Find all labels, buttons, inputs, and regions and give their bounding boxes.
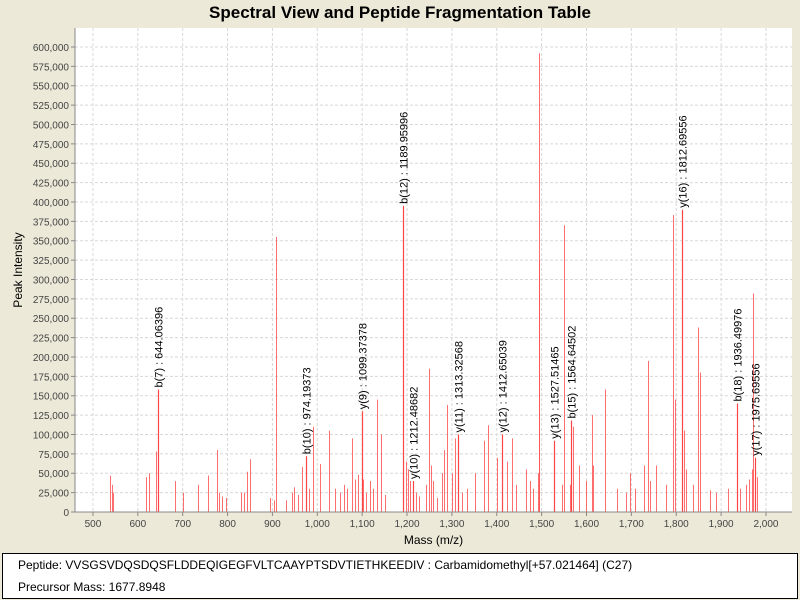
fragment-label: y(9) : 1099.37378 [358,323,370,409]
y-tick-label: 25,000 [38,489,69,500]
fragment-label: y(16) : 1812.69556 [678,115,690,207]
x-tick-label: 1,000 [305,519,330,530]
y-tick-label: 475,000 [33,140,70,151]
fragment-label: y(12) : 1412.65039 [498,340,510,432]
x-tick-label: 2,000 [753,519,778,530]
y-tick-label: 450,000 [33,159,70,170]
x-tick-label: 900 [264,519,281,530]
y-tick-label: 550,000 [33,82,70,93]
y-tick-label: 225,000 [33,334,70,345]
x-axis-label: Mass (m/z) [404,533,463,547]
y-tick-label: 400,000 [33,198,70,209]
x-tick-label: 800 [219,519,236,530]
y-axis-label: Peak Intensity [11,232,25,307]
y-tick-label: 75,000 [38,450,69,461]
y-tick-label: 150,000 [33,392,70,403]
x-tick-label: 1,700 [619,519,644,530]
fragment-label: y(10) : 1212.48682 [409,387,421,479]
x-tick-label: 1,300 [439,519,464,530]
y-tick-label: 125,000 [33,411,70,422]
x-tick-label: 1,400 [484,519,509,530]
chart-title: Spectral View and Peptide Fragmentation … [209,3,591,22]
fragment-label: y(13) : 1527.51465 [550,346,562,438]
precursor-mass: Precursor Mass: 1677.8948 [18,580,166,594]
fragment-label: b(10) : 974.19373 [302,367,314,454]
spectrum-chart: 500 600 700 800 900 1,000 1,100 1,200 1,300 1,400… [11,28,792,547]
fragment-label: b(7) : 644.06396 [154,307,166,388]
y-tick-label: 100,000 [33,430,70,441]
x-tick-label: 1,600 [574,519,599,530]
y-tick-label: 600,000 [33,43,70,54]
y-tick-label: 375,000 [33,217,70,228]
fragment-label: y(17) : 1975.69556 [751,363,763,455]
peptide-info-panel: Peptide: VVSGSVDQSDQSFLDDEQIGEGFVLTCAAYP… [2,553,798,599]
x-tick-label: 1,900 [709,519,734,530]
fragment-label: b(18) : 1936.49976 [733,309,745,402]
y-tick-label: 425,000 [33,179,70,190]
fragment-label: b(12) : 1189.95996 [399,112,411,204]
y-tick-label: 525,000 [33,101,70,112]
x-tick-label: 1,200 [395,519,420,530]
x-tick-label: 1,500 [529,519,554,530]
x-tick-label: 700 [174,519,191,530]
fragment-label: b(15) : 1564.64502 [567,326,579,419]
y-tick-label: 0 [63,508,69,519]
y-tick-label: 300,000 [33,275,70,286]
x-tick-label: 1,100 [350,519,375,530]
x-tick-label: 1,800 [664,519,689,530]
y-tick-label: 200,000 [33,353,70,364]
x-tick-label: 500 [85,519,102,530]
fragment-label: y(11) : 1313.32568 [454,341,466,433]
peptide-sequence: Peptide: VVSGSVDQSDQSFLDDEQIGEGFVLTCAAYP… [18,558,633,572]
y-tick-label: 325,000 [33,256,70,267]
y-tick-label: 250,000 [33,314,70,325]
plot-area [75,28,792,512]
y-tick-label: 50,000 [38,469,69,480]
y-tick-label: 175,000 [33,372,70,383]
y-tick-label: 275,000 [33,295,70,306]
y-tick-label: 500,000 [33,120,70,131]
y-tick-label: 575,000 [33,62,70,73]
y-tick-label: 350,000 [33,237,70,248]
x-tick-label: 600 [129,519,146,530]
